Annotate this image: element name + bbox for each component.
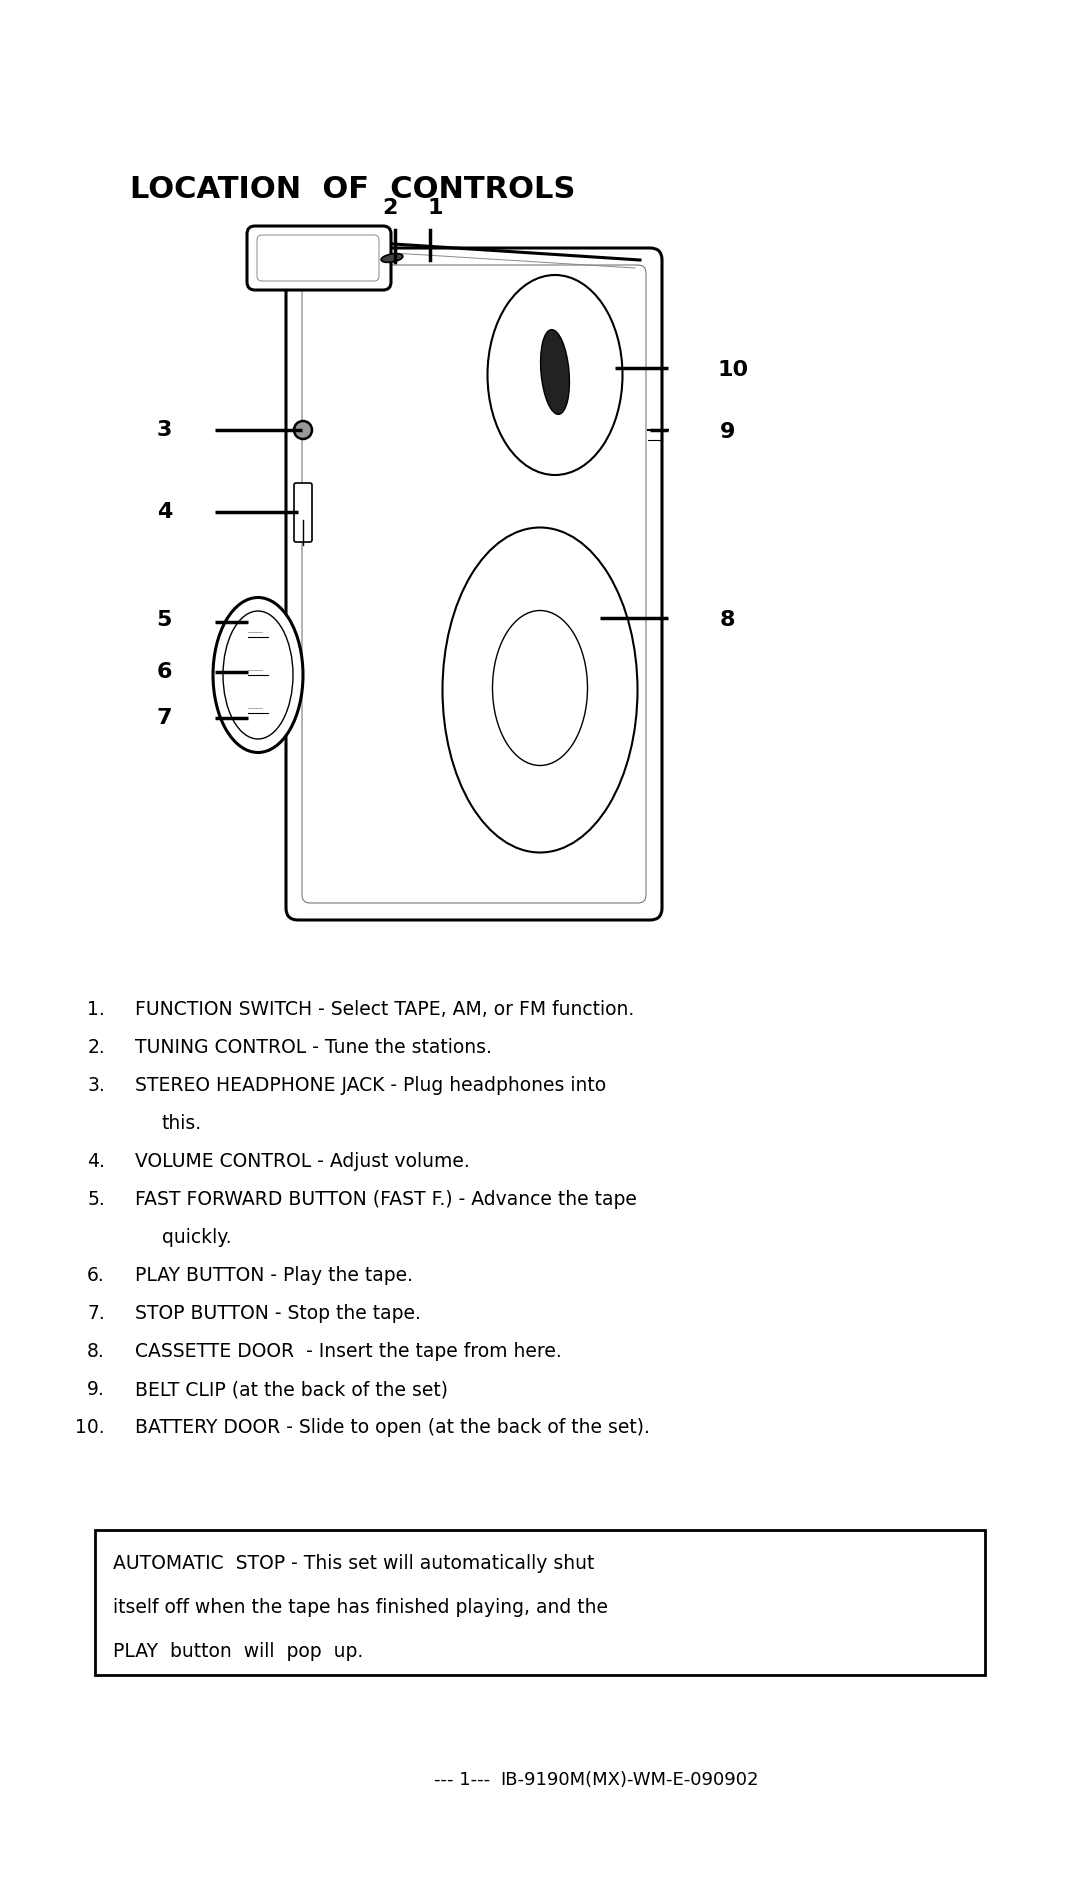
Text: VOLUME CONTROL - Adjust volume.: VOLUME CONTROL - Adjust volume. bbox=[135, 1153, 470, 1172]
Text: quickly.: quickly. bbox=[162, 1229, 231, 1247]
Text: 9.: 9. bbox=[87, 1380, 105, 1399]
Text: PLAY  button  will  pop  up.: PLAY button will pop up. bbox=[113, 1641, 363, 1660]
Ellipse shape bbox=[492, 611, 588, 765]
Text: BATTERY DOOR - Slide to open (at the back of the set).: BATTERY DOOR - Slide to open (at the bac… bbox=[135, 1418, 650, 1437]
Ellipse shape bbox=[222, 611, 293, 738]
Text: TUNING CONTROL - Tune the stations.: TUNING CONTROL - Tune the stations. bbox=[135, 1037, 491, 1056]
Text: PLAY BUTTON - Play the tape.: PLAY BUTTON - Play the tape. bbox=[135, 1266, 413, 1285]
Text: 3: 3 bbox=[157, 420, 172, 439]
Text: 8.: 8. bbox=[87, 1342, 105, 1361]
Text: 10.: 10. bbox=[76, 1418, 105, 1437]
Text: AUTOMATIC  STOP - This set will automatically shut: AUTOMATIC STOP - This set will automatic… bbox=[113, 1554, 594, 1573]
Text: itself off when the tape has finished playing, and the: itself off when the tape has finished pl… bbox=[113, 1598, 608, 1617]
Text: 9: 9 bbox=[720, 422, 735, 441]
Text: CASSETTE DOOR  - Insert the tape from here.: CASSETTE DOOR - Insert the tape from her… bbox=[135, 1342, 562, 1361]
Text: IB-9190M(MX)-WM-E-090902: IB-9190M(MX)-WM-E-090902 bbox=[500, 1772, 758, 1789]
Text: LOCATION  OF  CONTROLS: LOCATION OF CONTROLS bbox=[130, 174, 576, 204]
Text: 2.: 2. bbox=[87, 1037, 105, 1056]
Text: 3.: 3. bbox=[87, 1075, 105, 1094]
FancyBboxPatch shape bbox=[286, 248, 662, 920]
FancyBboxPatch shape bbox=[247, 225, 391, 290]
Text: this.: this. bbox=[162, 1113, 202, 1134]
Ellipse shape bbox=[213, 598, 303, 753]
Text: 6.: 6. bbox=[87, 1266, 105, 1285]
Text: 2: 2 bbox=[382, 199, 397, 218]
Text: 4: 4 bbox=[157, 502, 172, 522]
Text: STOP BUTTON - Stop the tape.: STOP BUTTON - Stop the tape. bbox=[135, 1304, 421, 1323]
Ellipse shape bbox=[487, 274, 622, 475]
Text: 10: 10 bbox=[718, 360, 750, 380]
Ellipse shape bbox=[443, 528, 637, 852]
Text: 6: 6 bbox=[157, 663, 172, 681]
Text: 4.: 4. bbox=[87, 1153, 105, 1172]
Text: 8: 8 bbox=[720, 610, 735, 630]
Text: STEREO HEADPHONE JACK - Plug headphones into: STEREO HEADPHONE JACK - Plug headphones … bbox=[135, 1075, 606, 1094]
Text: 7: 7 bbox=[157, 708, 172, 729]
Text: FAST FORWARD BUTTON (FAST F.) - Advance the tape: FAST FORWARD BUTTON (FAST F.) - Advance … bbox=[135, 1191, 637, 1210]
FancyBboxPatch shape bbox=[294, 483, 312, 541]
Text: FUNCTION SWITCH - Select TAPE, AM, or FM function.: FUNCTION SWITCH - Select TAPE, AM, or FM… bbox=[135, 1000, 634, 1018]
Text: --- 1---: --- 1--- bbox=[434, 1772, 490, 1789]
Bar bbox=[95, 1530, 985, 1675]
Text: 1: 1 bbox=[428, 199, 443, 218]
Text: 1.: 1. bbox=[87, 1000, 105, 1018]
Text: 7.: 7. bbox=[87, 1304, 105, 1323]
Ellipse shape bbox=[541, 329, 569, 415]
Text: 5: 5 bbox=[157, 610, 172, 630]
Ellipse shape bbox=[294, 420, 312, 439]
Text: 5.: 5. bbox=[87, 1191, 105, 1210]
Ellipse shape bbox=[381, 254, 403, 263]
Text: BELT CLIP (at the back of the set): BELT CLIP (at the back of the set) bbox=[135, 1380, 448, 1399]
